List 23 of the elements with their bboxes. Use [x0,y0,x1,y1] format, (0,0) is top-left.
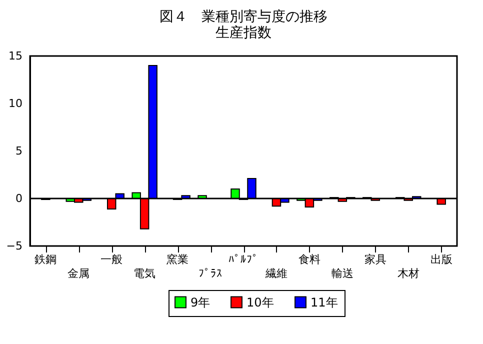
text: 図４ 業種別寄与度の推移 [160,9,328,25]
x-tick-label: 出版 [430,253,452,266]
x-tick-label: ﾊﾟﾙﾌﾟ [228,253,258,266]
y-tick-label: 15 [8,50,22,62]
legend-label: 11年 [310,295,338,310]
x-tick-label: 食料 [298,253,320,266]
x-tick-label: 鉄鋼 [34,253,57,266]
text: 生産指数 [216,25,272,41]
x-tick-label: 窯業 [166,253,189,266]
x-tick-label: ﾌﾟﾗｽ [198,267,223,280]
legend-label: 10年 [246,295,274,310]
y-tick-label: 0 [16,192,22,205]
x-tick-label: 金属 [68,267,90,280]
x-tick-label: 木材 [397,267,420,280]
y-tick-label: 10 [8,97,22,110]
x-tick-label: 家具 [364,253,386,266]
x-tick-label: 輸送 [331,267,354,280]
x-tick-label: 繊維 [264,267,288,280]
legend-label: 9年 [190,295,210,310]
y-tick-label: 5 [16,144,22,158]
x-tick-label: 電気 [134,267,156,280]
y-tick-label: −5 [6,240,22,252]
x-tick-label: 一般 [100,253,123,266]
